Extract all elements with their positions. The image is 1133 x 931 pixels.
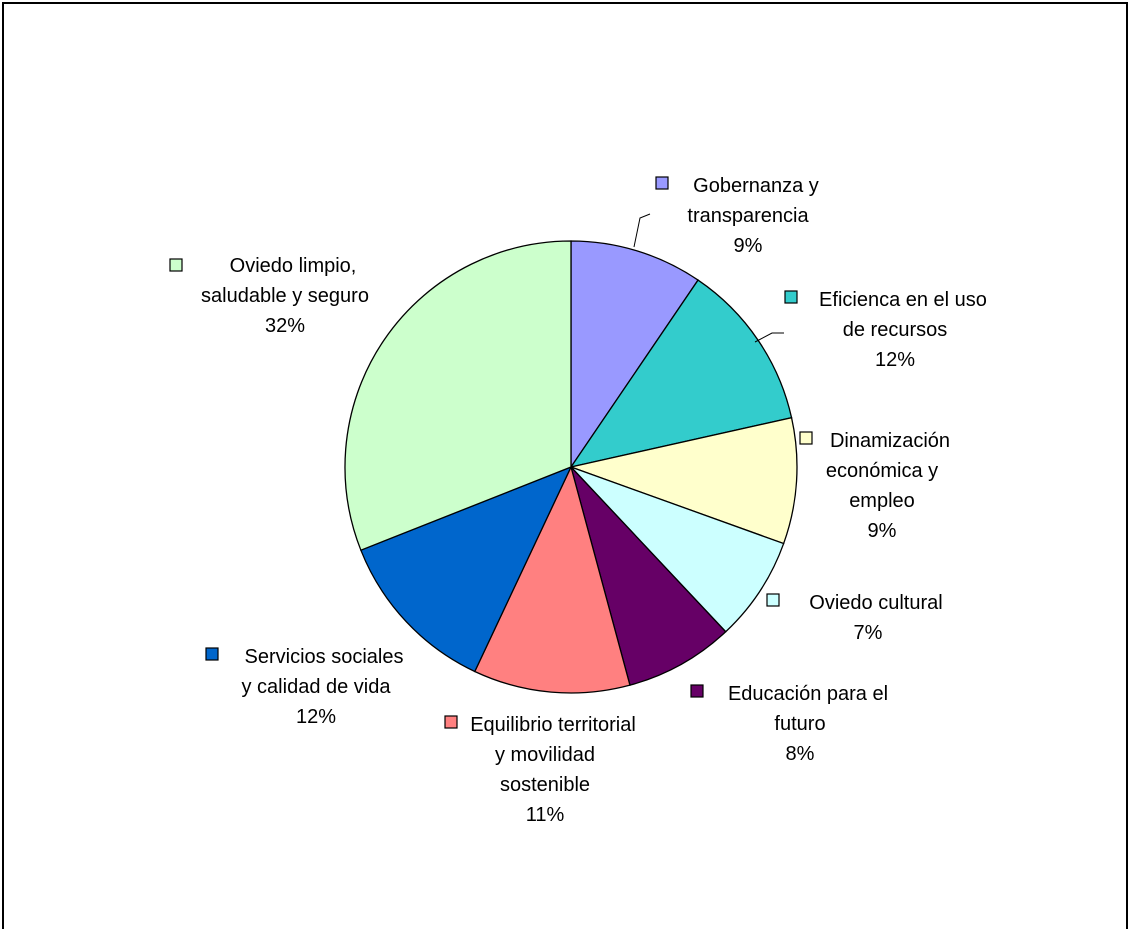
pie-slice-6: [360, 465, 573, 673]
slice-percent-3: 7%: [854, 622, 883, 644]
pie-slice-7: [344, 240, 572, 552]
slice-percent-1: 12%: [875, 349, 915, 371]
slice-label-line-0-1: transparencia: [687, 205, 809, 227]
slice-label-line-2-0: Dinamización: [830, 430, 950, 452]
slice-label-line-7-1: saludable y seguro: [201, 285, 369, 307]
slice-label-line-6-1: y calidad de vida: [242, 676, 392, 698]
pie-slice-4: [570, 466, 727, 686]
slice-label-line-5-1: y movilidad: [495, 744, 595, 766]
slice-label-1: Eficienca en el uso de recursos 12%: [819, 289, 987, 371]
slice-label-line-4-1: futuro: [774, 713, 825, 735]
leader-line-1: [754, 332, 784, 343]
slice-label-line-5-0: Equilibrio territorial: [470, 714, 636, 736]
slice-label-line-4-0: Educación para el: [728, 683, 888, 705]
slice-label-7: Oviedo limpio, saludable y seguro 32%: [201, 255, 369, 337]
slice-label-line-0-0: Gobernanza y: [693, 175, 819, 197]
slice-label-line-1-0: Eficienca en el uso: [819, 289, 987, 311]
pie-slices: [344, 240, 798, 694]
legend-key-4: [690, 684, 704, 698]
slice-label-line-2-2: empleo: [849, 490, 915, 512]
slice-percent-5: 11%: [526, 804, 565, 826]
slice-label-line-6-0: Servicios sociales: [245, 646, 404, 668]
slice-percent-2: 9%: [868, 520, 897, 542]
slice-label-5: Equilibrio territorial y movilidad sosteni…: [470, 714, 636, 826]
legend-key-3: [766, 593, 780, 607]
pie-slice-0: [570, 240, 699, 470]
slice-percent-7: 32%: [265, 315, 305, 337]
legend-key-6: [205, 647, 219, 661]
slice-label-4: Educación para el futuro 8%: [728, 683, 888, 765]
legend-key-7: [169, 258, 183, 272]
pie-slice-2: [568, 416, 798, 545]
slice-label-3: Oviedo cultural 7%: [809, 592, 942, 644]
slice-label-line-3-0: Oviedo cultural: [809, 592, 942, 614]
slice-label-6: Servicios sociales y calidad de vida 12%: [242, 646, 404, 728]
leader-line-0: [633, 213, 651, 248]
slice-percent-6: 12%: [296, 706, 336, 728]
pie-slice-5: [473, 465, 631, 694]
slice-percent-4: 8%: [786, 743, 815, 765]
slice-label-2: Dinamización económica y empleo 9%: [826, 430, 950, 542]
slice-label-line-5-2: sostenible: [500, 774, 590, 796]
data-labels: Gobernanza y transparencia 9% Eficienca en …: [169, 175, 987, 826]
legend-key-5: [444, 715, 458, 729]
slice-label-line-1-1: de recursos: [843, 319, 948, 341]
legend-key-1: [784, 290, 798, 304]
legend-key-0: [655, 176, 669, 190]
slice-label-line-2-1: económica y: [826, 460, 938, 482]
leader-lines: [633, 213, 784, 343]
slice-label-0: Gobernanza y transparencia 9%: [687, 175, 818, 257]
legend-key-2: [799, 431, 813, 445]
pie-slice-3: [570, 466, 785, 633]
slice-label-line-7-0: Oviedo limpio,: [230, 255, 357, 277]
slice-percent-0: 9%: [734, 235, 763, 257]
